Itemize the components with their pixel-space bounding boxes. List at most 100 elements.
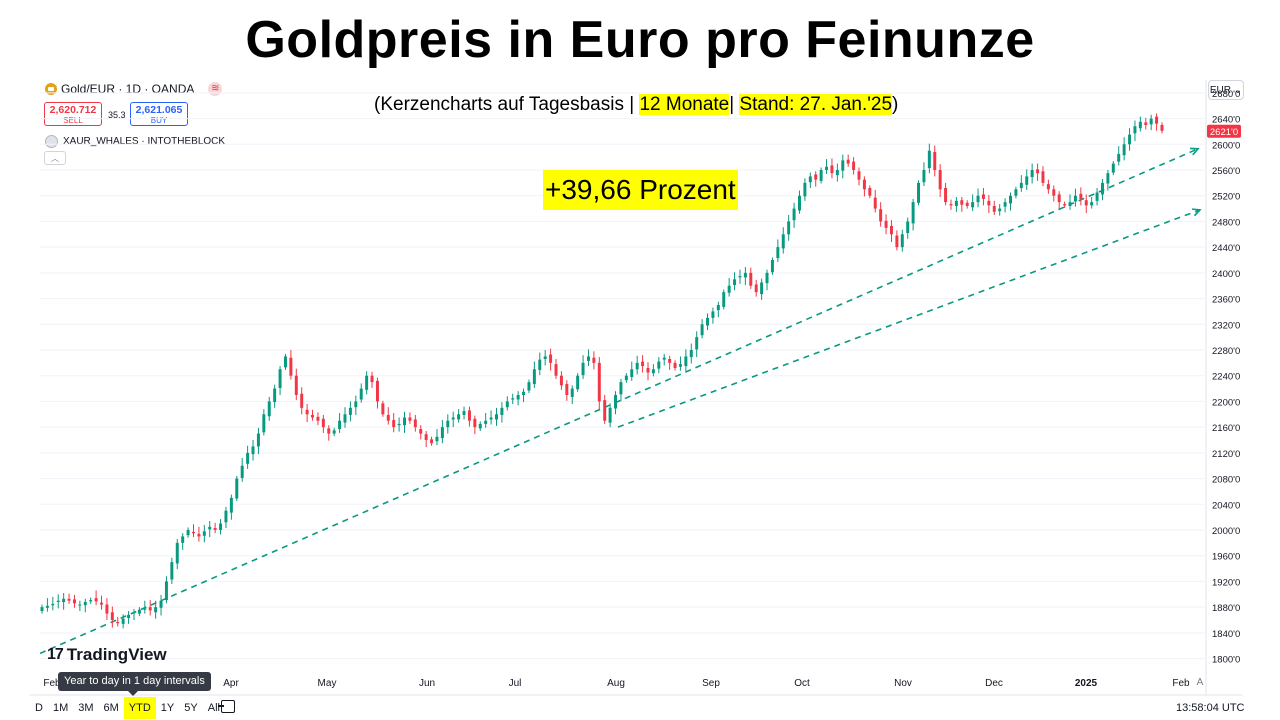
range-button-1m[interactable]: 1M <box>52 702 69 714</box>
candle-body <box>316 416 320 421</box>
candle-body <box>1095 192 1099 201</box>
candle <box>933 145 937 177</box>
candle-body <box>197 533 201 537</box>
spread-value: 35.3 <box>108 110 126 120</box>
candle-body <box>965 202 969 206</box>
candle <box>1019 175 1023 192</box>
candle <box>1100 179 1104 201</box>
candle <box>787 215 791 241</box>
candle-body <box>413 419 417 428</box>
candle-body <box>884 220 888 228</box>
candle-body <box>684 356 688 367</box>
buy-label: BUY <box>150 116 168 125</box>
candle <box>289 350 293 380</box>
candle-body <box>500 407 504 415</box>
chevron-down-icon: ⌄ <box>1233 85 1243 96</box>
candle-body <box>646 368 650 373</box>
candle-body <box>727 285 731 293</box>
candle <box>67 593 71 604</box>
candle <box>229 494 233 520</box>
candle-body <box>219 523 223 530</box>
candle-body <box>430 439 434 444</box>
buy-button[interactable]: 2,621.065 BUY <box>130 102 188 126</box>
candle-body <box>889 225 893 235</box>
candle-body <box>105 604 109 614</box>
candle <box>154 600 158 619</box>
candle <box>803 178 807 201</box>
range-button-d[interactable]: D <box>35 702 43 714</box>
collapse-icon[interactable]: ︿ <box>44 151 66 165</box>
currency-select[interactable]: EUR ⌄ <box>1208 80 1244 100</box>
range-button-6m[interactable]: 6M <box>103 702 119 714</box>
candle <box>478 421 482 431</box>
candle <box>711 307 715 324</box>
x-tick-label: Jun <box>419 678 435 689</box>
candle-body <box>938 170 942 190</box>
candle-body <box>327 428 331 434</box>
candle <box>1090 197 1094 209</box>
candle <box>311 409 315 421</box>
candle <box>424 431 428 448</box>
candle-body <box>635 362 639 370</box>
x-tick-label: Oct <box>794 678 810 689</box>
candle-body <box>408 417 412 421</box>
sell-price: 2,620.712 <box>49 104 97 116</box>
candle-body <box>457 414 461 420</box>
candle <box>467 406 471 427</box>
candle <box>1041 166 1045 187</box>
candle <box>944 182 948 206</box>
candle-body <box>760 282 764 295</box>
candle <box>213 522 217 534</box>
range-button-1y[interactable]: 1Y <box>160 702 175 714</box>
candle <box>971 194 975 212</box>
candle <box>841 154 845 179</box>
candle <box>484 413 488 428</box>
candle-body <box>175 542 179 564</box>
candle <box>559 371 563 390</box>
range-tooltip: Year to day in 1 day intervals <box>58 672 211 696</box>
candle <box>873 189 877 213</box>
candle-body <box>1057 194 1061 203</box>
candle-body <box>960 200 964 205</box>
candle-body <box>273 388 277 403</box>
x-tick-label: Sep <box>702 678 720 689</box>
indicator-label: XAUR_WHALES · INTOTHEBLOCK <box>63 136 226 147</box>
candle-body <box>94 598 98 602</box>
candle <box>105 598 109 620</box>
candle-body <box>181 536 185 543</box>
candle <box>538 352 542 376</box>
range-button-5y[interactable]: 5Y <box>184 702 198 714</box>
currency-label: EUR <box>1209 85 1231 96</box>
candle-body <box>981 194 985 199</box>
sell-button[interactable]: 2,620.712 SELL <box>44 102 102 126</box>
candle-body <box>45 605 49 608</box>
candle-body <box>711 311 715 318</box>
candle-body <box>922 170 926 183</box>
candle-body <box>462 411 466 415</box>
range-button-3m[interactable]: 3M <box>78 702 94 714</box>
candle-body <box>56 600 60 602</box>
x-tick-label: Feb <box>1172 678 1190 689</box>
candle <box>403 411 406 433</box>
tradingview-logo[interactable]: 17 TradingView <box>47 645 167 665</box>
candle-body <box>814 174 818 180</box>
candle <box>852 157 856 175</box>
candle <box>1128 128 1132 151</box>
candle-body <box>792 208 796 221</box>
range-button-ytd[interactable]: YTD <box>123 697 156 719</box>
candle <box>495 407 498 426</box>
candle-body <box>862 179 866 190</box>
candle-body <box>224 510 228 523</box>
x-tick-label: Apr <box>223 678 239 689</box>
calendar-icon[interactable] <box>218 700 235 713</box>
candle <box>1073 188 1077 207</box>
subtitle-separator: | <box>729 94 740 115</box>
auto-scale-button[interactable]: A <box>1196 677 1204 688</box>
candle-body <box>927 150 931 169</box>
candle <box>998 204 1002 216</box>
range-button-all[interactable]: All <box>207 702 220 714</box>
candle <box>770 257 774 275</box>
x-tick-label: Feb <box>43 678 61 689</box>
candle-body <box>1160 125 1164 131</box>
